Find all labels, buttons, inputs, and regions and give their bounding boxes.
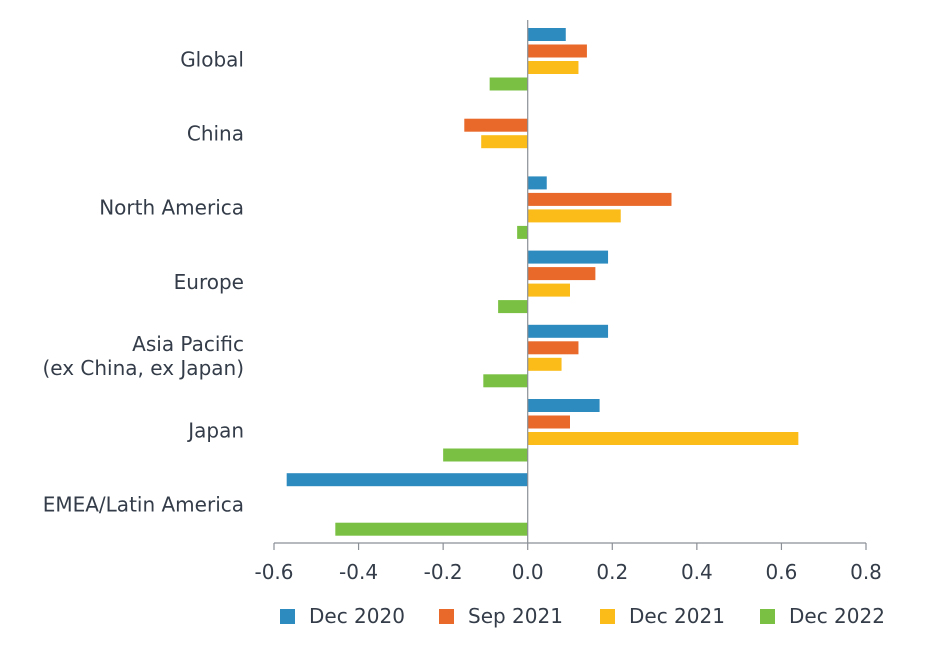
bar-dec-2020-0 <box>527 28 566 41</box>
x-tick-label: 0.8 <box>850 560 882 584</box>
legend-label: Dec 2022 <box>789 604 885 628</box>
legend-label: Dec 2021 <box>629 604 725 628</box>
bar-dec-2022-0 <box>489 77 528 91</box>
category-label: North America <box>99 196 244 220</box>
x-axis-ticks: -0.6 -0.4 -0.2 0.0 0.2 0.4 0.6 0.8 <box>254 543 882 584</box>
bar-dec-2022-5 <box>443 448 528 462</box>
bars-group <box>286 28 799 536</box>
legend-swatch <box>600 608 615 624</box>
bar-sep-2021-1 <box>464 118 528 132</box>
legend-item-dec-2020: Dec 2020 <box>280 604 405 628</box>
x-tick-label: -0.4 <box>339 560 378 584</box>
bar-dec-2022-6 <box>335 522 528 536</box>
bar-dec-2021-3 <box>527 283 570 297</box>
bar-sep-2021-4 <box>527 341 579 355</box>
category-labels: Global China North America Europe Asia Pacif… <box>42 47 244 516</box>
bar-dec-2020-2 <box>527 176 547 190</box>
x-tick-label: 0.0 <box>512 560 544 584</box>
x-tick-label: -0.6 <box>254 560 293 584</box>
bar-dec-2020-4 <box>527 324 609 338</box>
bar-sep-2021-2 <box>527 192 672 206</box>
legend-item-dec-2021: Dec 2021 <box>600 604 725 628</box>
bar-dec-2022-4 <box>483 374 528 388</box>
bar-dec-2021-4 <box>527 357 562 371</box>
bar-sep-2021-5 <box>527 415 570 429</box>
bar-dec-2020-6 <box>286 473 528 487</box>
legend-label: Dec 2020 <box>309 604 405 628</box>
legend-item-sep-2021: Sep 2021 <box>439 604 563 628</box>
bar-dec-2021-5 <box>527 432 799 445</box>
category-label: EMEA/Latin America <box>43 492 244 516</box>
category-label: Global <box>180 47 244 71</box>
category-label: China <box>187 121 244 145</box>
category-label: Europe <box>174 270 244 294</box>
bar-dec-2021-0 <box>527 61 579 74</box>
bar-sep-2021-0 <box>527 44 587 58</box>
bar-dec-2022-3 <box>498 300 528 314</box>
bar-dec-2022-2 <box>517 225 528 239</box>
bar-dec-2020-3 <box>527 250 609 264</box>
category-label: Japan <box>186 418 244 442</box>
x-tick-label: 0.6 <box>766 560 798 584</box>
legend-swatch <box>280 608 295 624</box>
x-tick-label: 0.4 <box>681 560 713 584</box>
bar-dec-2021-2 <box>527 209 621 223</box>
bar-dec-2021-1 <box>481 135 528 149</box>
bar-chart: -0.6 -0.4 -0.2 0.0 0.2 0.4 0.6 0.8 Global China N… <box>42 20 882 584</box>
x-tick-label: 0.2 <box>596 560 628 584</box>
category-label: Asia Pacific (ex China, ex Japan) <box>42 332 244 380</box>
bar-dec-2020-5 <box>527 399 600 412</box>
bar-sep-2021-3 <box>527 267 596 281</box>
x-tick-label: -0.2 <box>424 560 463 584</box>
legend-label: Sep 2021 <box>468 604 563 628</box>
legend-swatch <box>439 608 454 624</box>
legend-swatch <box>760 608 775 624</box>
legend: Dec 2020 Sep 2021 Dec 2021 Dec 2022 <box>0 600 940 636</box>
legend-item-dec-2022: Dec 2022 <box>760 604 885 628</box>
